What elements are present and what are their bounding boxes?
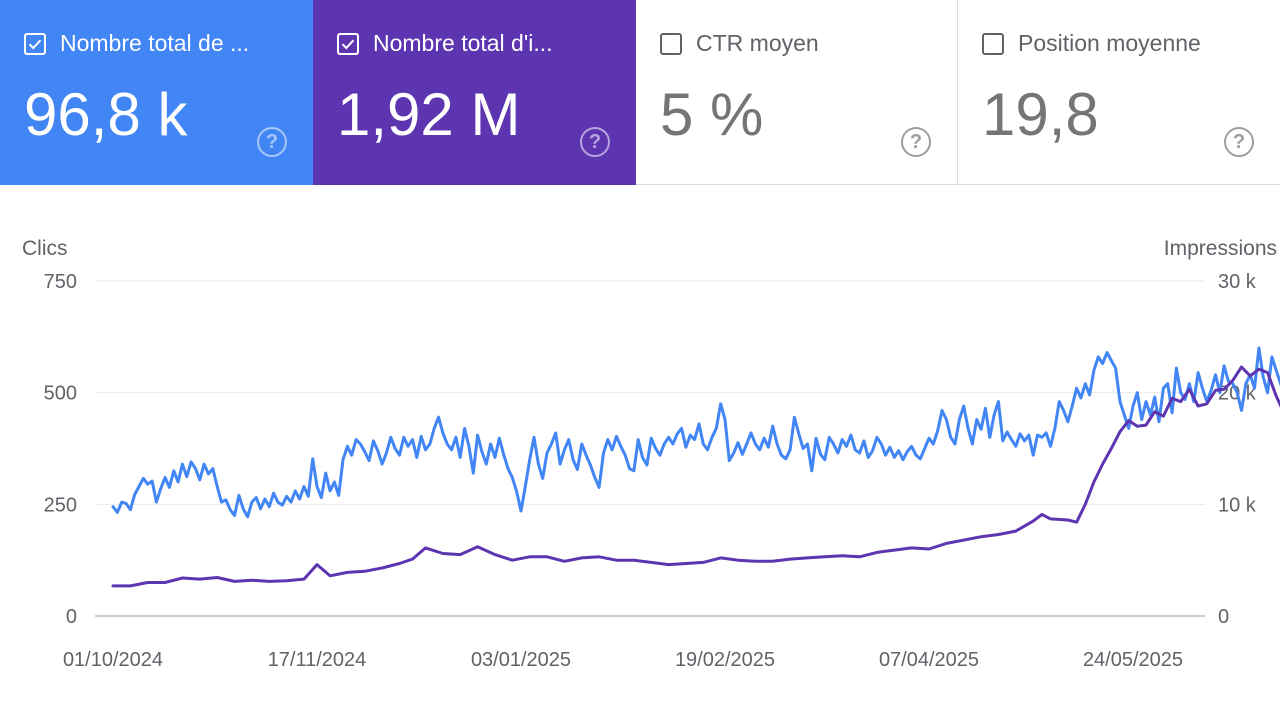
x-tick-label: 19/02/2025: [675, 649, 775, 671]
metric-card-label: Nombre total de ...: [60, 30, 250, 56]
left-tick-label: 500: [44, 383, 77, 405]
x-tick-label: 24/05/2025: [1083, 649, 1183, 671]
checkbox-icon[interactable]: [982, 32, 1004, 55]
metric-card-label: Position moyenne: [1018, 30, 1201, 56]
checkbox-icon[interactable]: [337, 32, 359, 55]
metric-card-value: 5 %: [660, 81, 764, 148]
right-tick-label: 10 k: [1218, 494, 1257, 516]
right-tick-label: 0: [1218, 606, 1229, 628]
x-tick-label: 03/01/2025: [471, 649, 571, 671]
series-line-impressions: [111, 365, 1280, 588]
metric-card-label: Nombre total d'i...: [373, 30, 553, 56]
help-icon[interactable]: ?: [901, 127, 931, 157]
left-tick-label: 750: [44, 271, 77, 293]
metric-card-header: Position moyenne: [982, 30, 1201, 57]
x-tick-label: 17/11/2024: [268, 649, 367, 671]
metric-card-header: Nombre total d'i...: [337, 30, 553, 57]
checkmark-icon: [28, 39, 42, 49]
metric-card-position[interactable]: Position moyenne 19,8 ?: [958, 0, 1280, 185]
metric-card-value: 19,8: [982, 81, 1099, 148]
help-icon[interactable]: ?: [1224, 127, 1254, 157]
right-tick-label: 30 k: [1218, 271, 1257, 293]
right-axis-ticks: 010 k20 k30 k: [1218, 271, 1257, 628]
help-icon[interactable]: ?: [257, 127, 287, 157]
left-axis-ticks: 0 250 500 750: [44, 271, 77, 628]
metric-cards: Nombre total de ... 96,8 k ? Nombre tota…: [0, 0, 1280, 185]
series-line-clics: [111, 346, 1280, 519]
metric-card-header: CTR moyen: [660, 30, 819, 57]
metric-card-impressions[interactable]: Nombre total d'i... 1,92 M ?: [313, 0, 636, 185]
metric-card-value: 1,92 M: [337, 81, 521, 148]
metric-card-ctr[interactable]: CTR moyen 5 % ?: [636, 0, 958, 185]
metric-card-clicks[interactable]: Nombre total de ... 96,8 k ?: [0, 0, 313, 185]
series-lines: [111, 346, 1280, 588]
metric-card-label: CTR moyen: [696, 30, 819, 56]
left-tick-label: 0: [66, 606, 77, 628]
left-axis-label: Clics: [22, 237, 68, 260]
checkbox-icon[interactable]: [660, 32, 682, 55]
x-tick-label: 01/10/2024: [63, 649, 163, 671]
left-tick-label: 250: [44, 494, 77, 516]
metric-card-value: 96,8 k: [24, 81, 188, 148]
checkbox-icon[interactable]: [24, 32, 46, 55]
metric-card-header: Nombre total de ...: [24, 30, 249, 57]
x-axis-ticks: 01/10/2024 17/11/2024 03/01/2025 19/02/2025…: [63, 649, 1183, 671]
checkmark-icon: [341, 39, 355, 49]
x-tick-label: 07/04/2025: [879, 649, 979, 671]
right-axis-label: Impressions: [1164, 237, 1277, 260]
help-icon[interactable]: ?: [580, 127, 610, 157]
